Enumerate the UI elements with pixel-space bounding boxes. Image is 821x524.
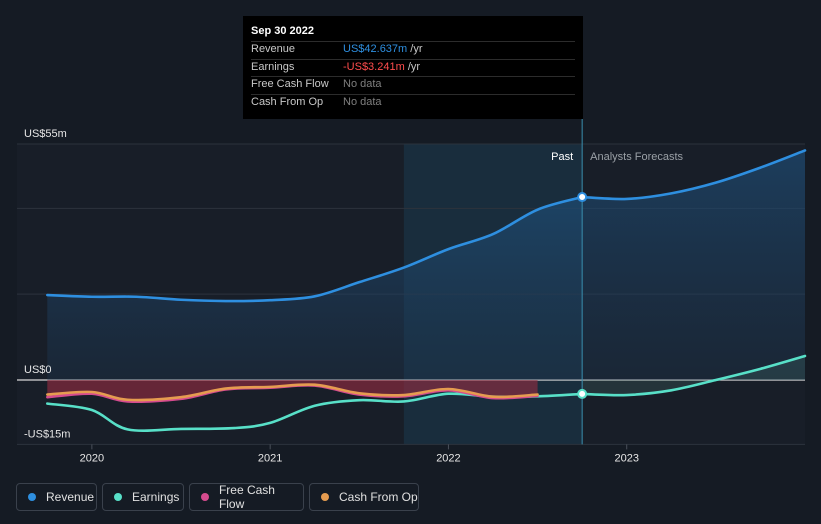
legend-item-revenue[interactable]: Revenue	[16, 483, 97, 511]
legend-item-free-cash-flow[interactable]: Free Cash Flow	[189, 483, 304, 511]
tooltip-row: Revenue US$42.637m /yr	[243, 43, 583, 60]
tooltip-separator	[251, 41, 575, 42]
legend-dot-icon	[28, 493, 36, 501]
y-tick-label: US$0	[24, 364, 52, 376]
tooltip-value-suffix: /yr	[407, 43, 423, 55]
revenue-forecast-line	[580, 149, 807, 201]
series-lines	[46, 149, 807, 432]
past-label: Past	[551, 151, 573, 163]
legend-dot-icon	[321, 493, 329, 501]
tooltip-value-text: No data	[343, 95, 382, 108]
tooltip-row-value: US$42.637m /yr	[343, 43, 423, 55]
revenue-area	[47, 197, 583, 380]
tooltip-separator	[251, 76, 575, 77]
x-axis-labels: 2020 2021 2022 2023	[80, 444, 639, 464]
legend-dot-icon	[201, 493, 209, 501]
legend-label: Free Cash Flow	[218, 483, 275, 511]
tooltip-row-value: No data	[343, 96, 382, 108]
tooltip-row: Earnings -US$3.241m /yr	[243, 61, 583, 78]
y-tick-label: -US$15m	[24, 428, 70, 440]
free-cash-flow-area	[47, 380, 538, 402]
x-tick-label: 2020	[80, 452, 104, 464]
earnings-forecast-line	[580, 354, 807, 397]
tooltip-date: Sep 30 2022	[251, 25, 314, 37]
forecast-label: Analysts Forecasts	[590, 151, 683, 163]
legend-item-cash-from-op[interactable]: Cash From Op	[309, 483, 419, 511]
y-axis-labels: US$55m US$0 -US$15m	[24, 128, 70, 440]
markers	[577, 192, 588, 399]
tooltip-value-suffix: /yr	[404, 60, 421, 73]
legend-label: Earnings	[132, 490, 180, 504]
tooltip-row-value: -US$3.241m /yr	[343, 61, 420, 73]
tooltip-value-text: US$42.637m	[343, 43, 408, 55]
x-tick-label: 2023	[614, 452, 638, 464]
tooltip-row-label: Earnings	[251, 60, 295, 73]
tooltip-row: Cash From Op No data	[243, 96, 583, 113]
tooltip-row: Free Cash Flow No data	[243, 78, 583, 95]
tooltip-row-label: Revenue	[251, 43, 296, 55]
y-tick-label: US$55m	[24, 128, 67, 140]
tooltip-row-label: Free Cash Flow	[251, 78, 329, 90]
tooltip-row-value: No data	[343, 78, 382, 90]
legend-label: Revenue	[46, 490, 95, 504]
tooltip-value-text: No data	[343, 78, 382, 90]
earnings-forecast-area	[582, 355, 805, 396]
revenue-marker	[577, 192, 588, 203]
series-areas	[47, 150, 805, 402]
revenue-forecast-area	[582, 150, 805, 380]
cash-from-op-area	[47, 380, 538, 400]
x-tick-label: 2021	[258, 452, 282, 464]
tooltip-value-text: -US$3.241m	[343, 60, 405, 73]
tooltip: Sep 30 2022 Revenue US$42.637m /yr Earning…	[243, 16, 583, 119]
legend-label: Cash From Op	[339, 490, 418, 504]
x-tick-label: 2022	[436, 452, 460, 464]
tooltip-row-label: Cash From Op	[251, 95, 324, 108]
revenue-line	[46, 195, 584, 303]
tooltip-separator	[251, 93, 575, 95]
legend-dot-icon	[114, 493, 122, 501]
earnings-marker	[577, 388, 588, 399]
legend-item-earnings[interactable]: Earnings	[102, 483, 184, 511]
tooltip-separator	[251, 58, 575, 60]
cash-from-op-line	[46, 383, 539, 402]
